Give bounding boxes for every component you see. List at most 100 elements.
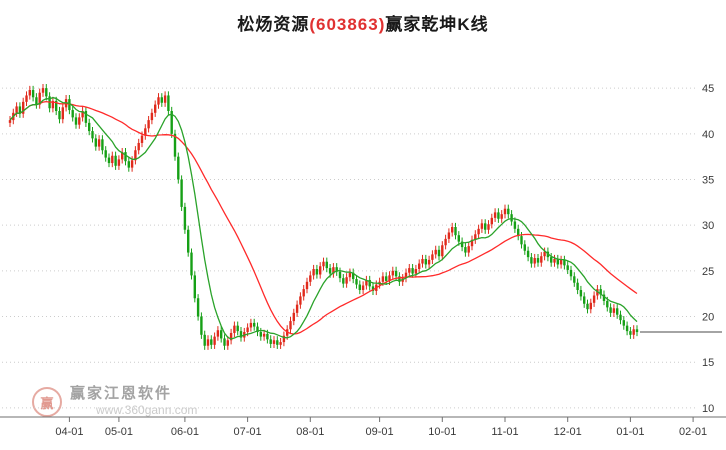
- candle-body: [262, 333, 266, 337]
- candle-body: [229, 332, 233, 341]
- candle-body: [602, 294, 606, 301]
- candle-body: [619, 314, 622, 321]
- candle-body: [451, 226, 454, 233]
- candle-body: [226, 340, 229, 346]
- candle-body: [55, 100, 58, 111]
- candle-body: [121, 152, 124, 160]
- candle-body: [589, 302, 592, 310]
- candle-body: [563, 259, 566, 266]
- candle-body: [520, 236, 523, 245]
- candle-body: [31, 89, 35, 98]
- candle-body: [338, 271, 342, 279]
- candle-body: [15, 106, 18, 113]
- candle-body: [464, 247, 467, 253]
- candle-body: [94, 138, 97, 147]
- x-axis-label: 06-01: [171, 426, 199, 438]
- candle-body: [388, 275, 391, 281]
- candle-body: [632, 329, 635, 335]
- candle-body: [213, 336, 216, 345]
- candle-body: [612, 308, 616, 313]
- candle-body: [170, 110, 173, 134]
- candle-body: [299, 296, 302, 305]
- candle-body: [256, 326, 259, 333]
- y-axis-label: 30: [702, 220, 714, 232]
- y-axis-label: 15: [702, 357, 714, 369]
- candle-body: [599, 289, 602, 295]
- candle-body: [41, 88, 45, 93]
- candle-body: [104, 150, 107, 158]
- candle-body: [335, 267, 338, 272]
- candle-body: [635, 329, 639, 333]
- candle-body: [220, 330, 223, 339]
- candle-body: [457, 235, 460, 242]
- candle-body: [210, 339, 213, 345]
- ma-slow-line: [9, 100, 638, 335]
- candle-body: [566, 265, 569, 270]
- candle-body: [266, 333, 269, 340]
- y-axis-label: 45: [702, 83, 714, 95]
- candle-body: [484, 223, 487, 230]
- watermark-text: 赢家江恩软件 www.360gann.com: [70, 385, 197, 418]
- candle-body: [523, 244, 526, 251]
- candle-body: [276, 340, 279, 345]
- candle-body: [88, 122, 91, 132]
- candle-body: [398, 276, 401, 282]
- candle-body: [345, 277, 348, 284]
- candle-body: [586, 303, 589, 310]
- candle-body: [467, 246, 470, 253]
- watermark: 赢 赢家江恩软件 www.360gann.com: [32, 385, 197, 418]
- candle-body: [421, 258, 424, 264]
- candle-body: [550, 257, 553, 263]
- candle-body: [361, 285, 365, 291]
- candle-body: [556, 258, 559, 265]
- candle-body: [249, 322, 253, 328]
- candle-body: [592, 295, 596, 303]
- candle-body: [559, 259, 563, 265]
- candle-body: [437, 249, 441, 257]
- candle-body: [117, 159, 121, 166]
- candle-body: [625, 325, 629, 332]
- candle-body: [526, 250, 530, 258]
- candle-body: [569, 269, 573, 277]
- candle-body: [279, 342, 282, 345]
- candle-body: [355, 279, 358, 285]
- candle-body: [236, 325, 239, 332]
- candle-body: [348, 272, 352, 278]
- watermark-brand: 赢家江恩软件: [70, 385, 173, 402]
- x-axis-label: 05-01: [105, 426, 133, 438]
- candle-body: [444, 238, 447, 246]
- candle-body: [233, 325, 236, 333]
- candle-body: [381, 276, 385, 282]
- candle-body: [408, 268, 411, 273]
- candle-body: [269, 339, 272, 344]
- candle-body: [177, 156, 180, 180]
- candle-body: [124, 152, 127, 162]
- candle-body: [487, 224, 490, 230]
- candle-body: [187, 229, 190, 253]
- candle-body: [424, 258, 427, 265]
- candle-body: [517, 228, 520, 237]
- candle-body: [292, 312, 295, 322]
- candle-body: [312, 269, 315, 276]
- candle-body: [193, 275, 196, 299]
- candle-body: [503, 208, 507, 215]
- x-axis-label: 01-01: [616, 426, 644, 438]
- candle-body: [543, 251, 546, 257]
- candle-body: [259, 332, 262, 337]
- candle-body: [157, 97, 160, 105]
- candle-body: [160, 97, 163, 103]
- candle-body: [282, 335, 286, 343]
- candle-body: [272, 340, 276, 344]
- candle-body: [513, 221, 517, 229]
- candle-body: [223, 338, 226, 346]
- candle-body: [183, 206, 187, 230]
- candle-body: [470, 239, 474, 247]
- candle-body: [216, 330, 220, 337]
- y-axis-label: 35: [702, 174, 714, 186]
- candle-body: [97, 139, 101, 147]
- candle-body: [45, 88, 48, 97]
- ma-fast-line: [9, 96, 638, 340]
- candle-body: [391, 270, 394, 276]
- candle-body: [431, 254, 434, 260]
